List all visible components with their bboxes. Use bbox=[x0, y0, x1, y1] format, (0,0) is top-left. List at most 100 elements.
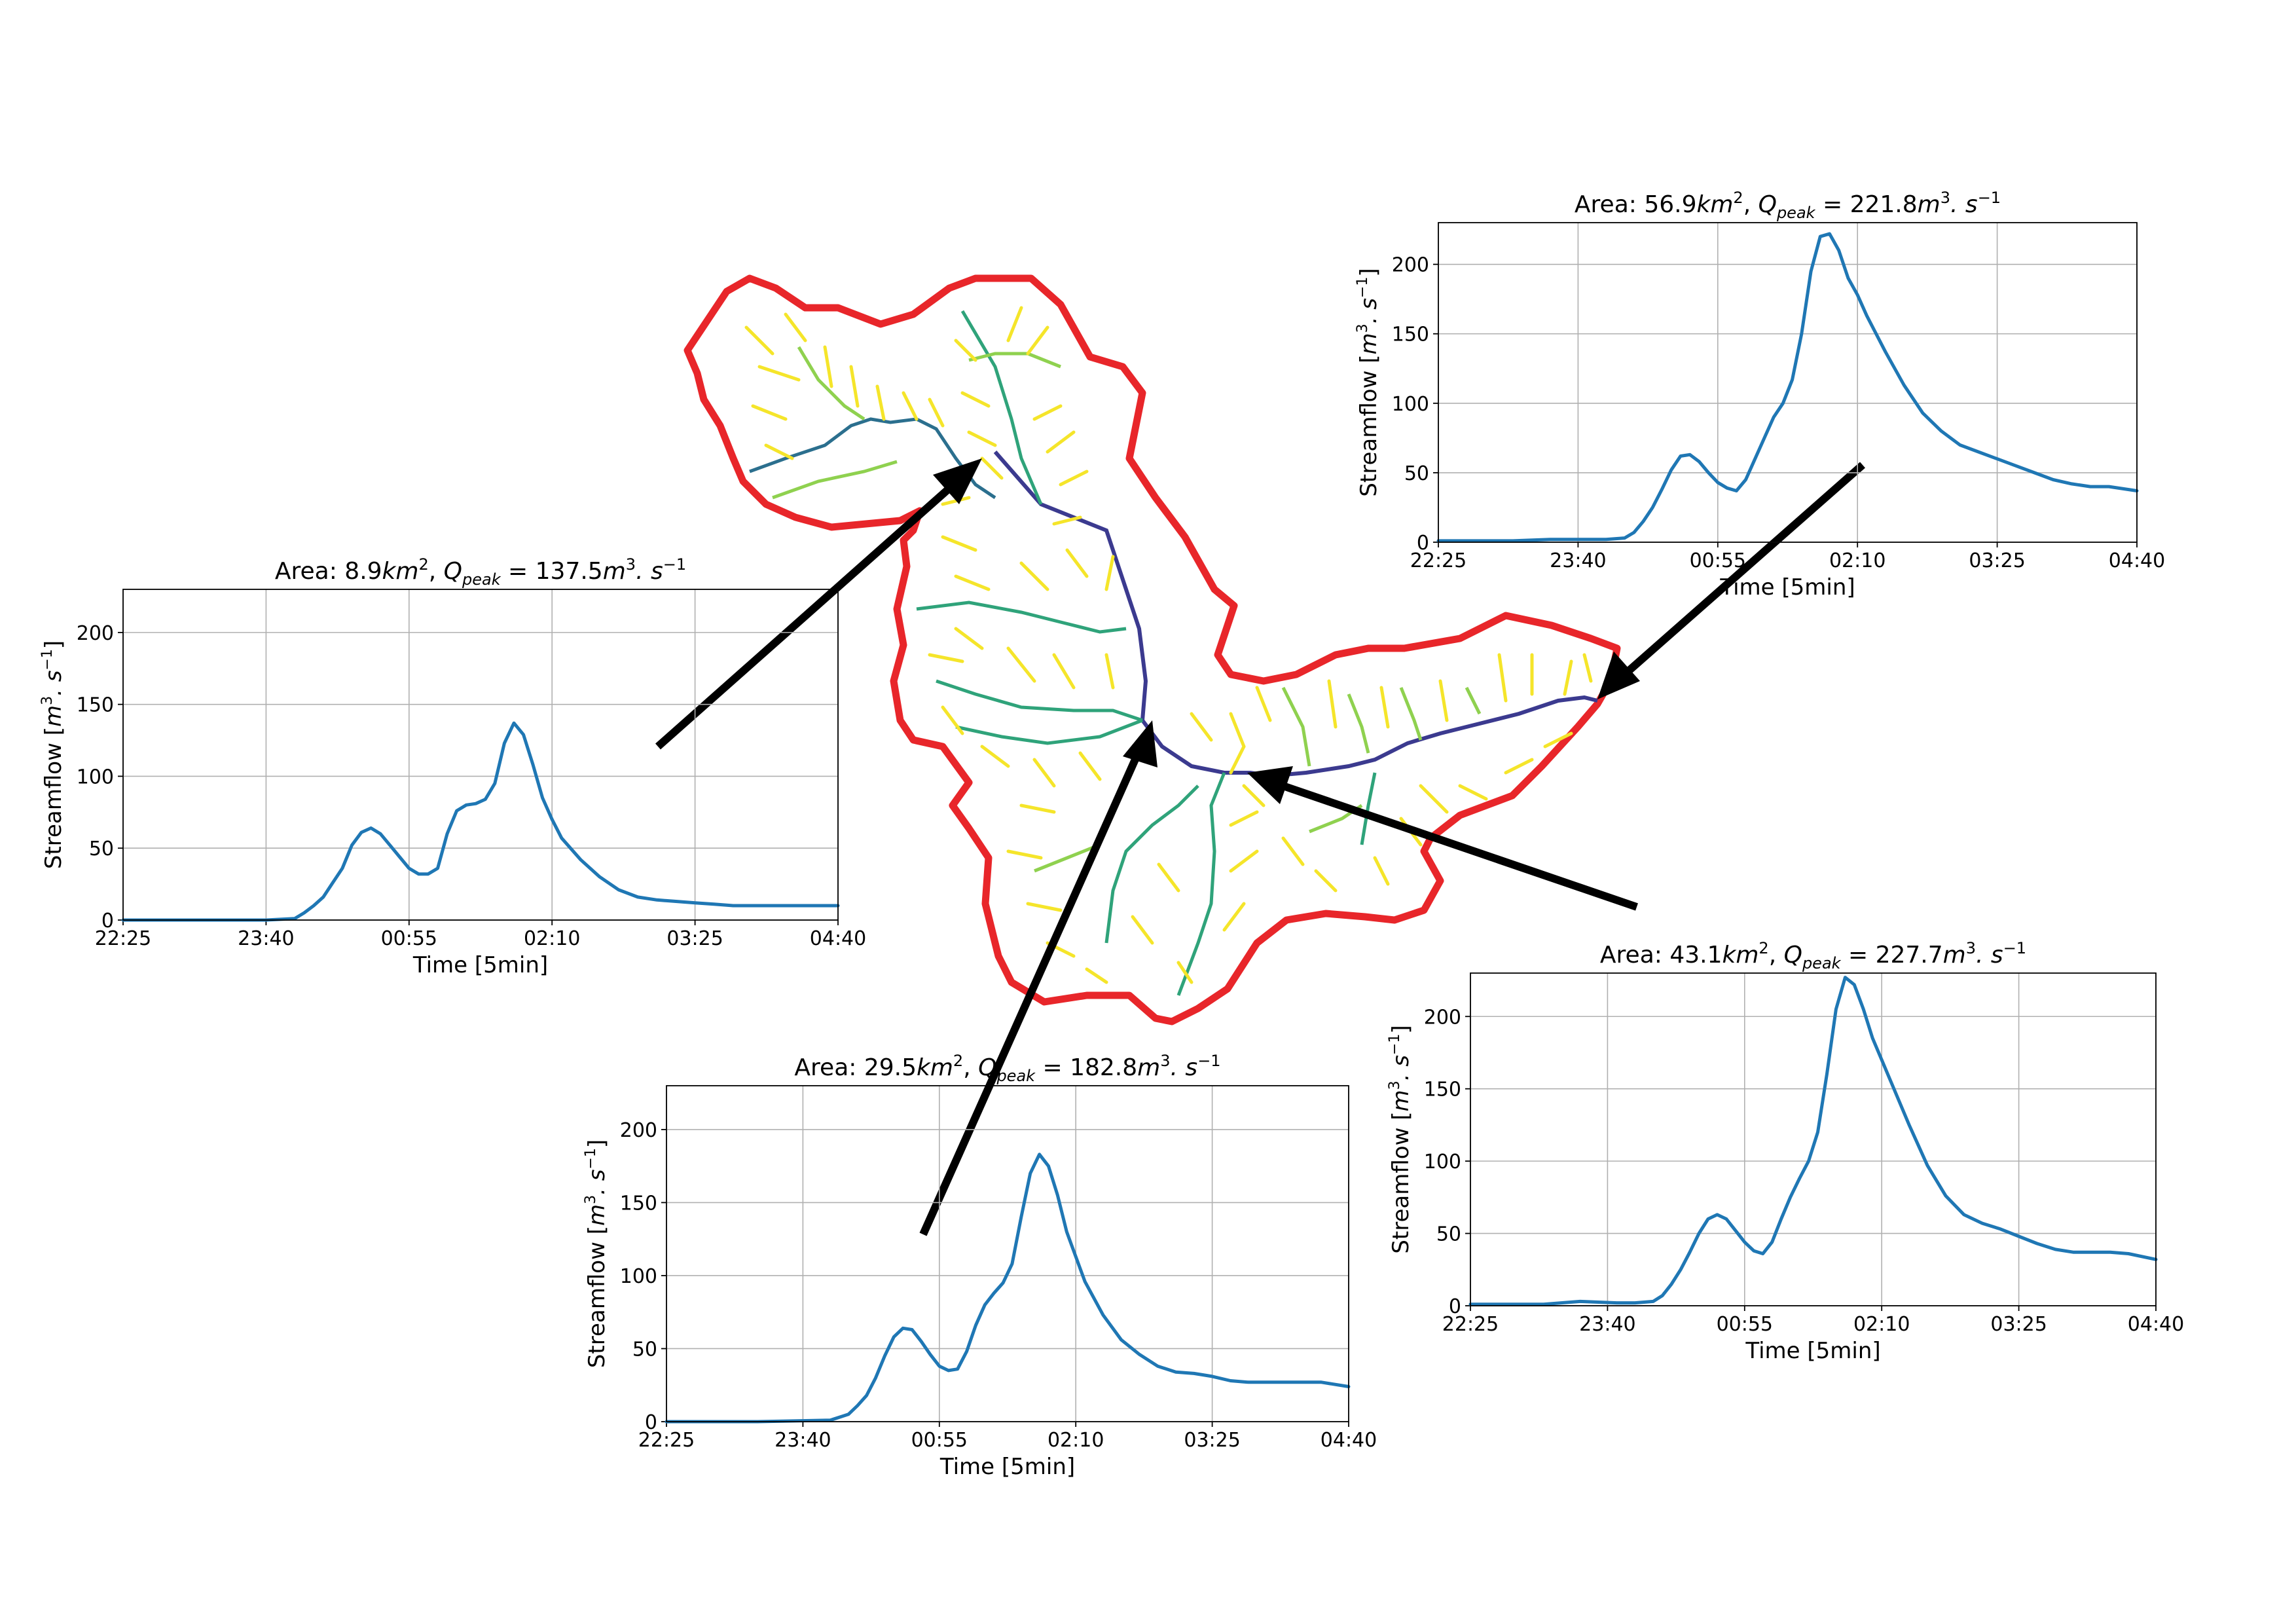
x-tick-label: 23:40 bbox=[774, 1429, 831, 1452]
y-tick-label: 200 bbox=[620, 1119, 657, 1142]
title-area-exp: 2 bbox=[1758, 939, 1768, 957]
title-sep: , bbox=[1769, 942, 1784, 969]
title-flow-unit: m bbox=[1943, 942, 1966, 969]
y-tick-label: 150 bbox=[1424, 1079, 1461, 1101]
title-area-exp: 2 bbox=[1733, 189, 1743, 207]
y-tick-label: 200 bbox=[1392, 254, 1429, 277]
stream-network bbox=[744, 306, 1598, 996]
y-tick-label: 150 bbox=[1392, 323, 1429, 346]
x-tick-label: 03:25 bbox=[1990, 1313, 2047, 1336]
chart-title: Area: 8.9km2, Qpeak = 137.5m3. s−1 bbox=[275, 555, 686, 589]
tributary bbox=[772, 460, 898, 500]
y-label-text: Streamflow [ bbox=[1356, 355, 1382, 497]
x-tick-label: 04:40 bbox=[810, 927, 866, 950]
arrow-to-subcatchment-43-1 bbox=[1247, 766, 1638, 911]
y-label-close: ] bbox=[1388, 1025, 1414, 1033]
streamflow-series-line bbox=[121, 721, 840, 922]
title-flow-unit: m bbox=[1918, 191, 1941, 218]
y-tick-label: 50 bbox=[1436, 1223, 1461, 1246]
y-tick-label: 0 bbox=[1449, 1295, 1461, 1318]
x-tick-label: 02:10 bbox=[524, 927, 580, 950]
y-axis-label: Streamflow [m3. s−1] bbox=[583, 1139, 610, 1368]
title-q-value: = 227.7 bbox=[1841, 942, 1943, 969]
y-axis-label: Streamflow [m3. s−1] bbox=[1387, 1025, 1414, 1253]
y-tick-label: 150 bbox=[77, 694, 114, 717]
x-tick-label: 23:40 bbox=[238, 927, 294, 950]
x-tick-label: 22:25 bbox=[1442, 1313, 1499, 1336]
title-flow-tail: . s bbox=[1171, 1054, 1198, 1081]
headwater-streams bbox=[744, 306, 1593, 984]
axes-frame bbox=[1438, 222, 2138, 543]
x-tick-label: 23:40 bbox=[1550, 549, 1606, 572]
y-label-exp: 3 bbox=[1355, 323, 1371, 333]
y-tick-label: 200 bbox=[1424, 1006, 1461, 1029]
y-label-tail: . s bbox=[41, 671, 67, 696]
y-tick-label: 100 bbox=[620, 1265, 657, 1288]
tributary bbox=[916, 600, 1127, 634]
title-q: Q bbox=[978, 1054, 996, 1081]
y-tick-label: 50 bbox=[1404, 462, 1429, 485]
chart-title: Area: 43.1km2, Qpeak = 227.7m3. s−1 bbox=[1600, 939, 2026, 972]
axes-frame bbox=[122, 589, 839, 921]
title-q-sub: peak bbox=[462, 570, 501, 589]
y-axis-label: Streamflow [m3. s−1] bbox=[1355, 268, 1382, 496]
hydrograph-area-56-9: 22:25 23:40 00:55 02:10 03:25 04:40 0 50 100 150 2… bbox=[1355, 189, 2165, 600]
title-q: Q bbox=[1784, 942, 1802, 969]
x-tick-label: 02:10 bbox=[1048, 1429, 1104, 1452]
title-q: Q bbox=[444, 558, 462, 585]
y-tick-label: 100 bbox=[1392, 393, 1429, 416]
y-label-unit: m bbox=[1388, 1090, 1414, 1111]
y-tick-label: 100 bbox=[77, 766, 114, 788]
title-area-exp: 2 bbox=[953, 1052, 963, 1070]
streamflow-series-line bbox=[1468, 976, 2158, 1306]
title-q-sub: peak bbox=[996, 1067, 1036, 1085]
y-tick-label: 50 bbox=[632, 1338, 657, 1361]
x-axis-label: Time [5min] bbox=[1719, 574, 1855, 600]
title-flow-tail-exp: −1 bbox=[1197, 1052, 1220, 1070]
x-tick-label: 02:10 bbox=[1853, 1313, 1910, 1336]
tributary bbox=[968, 352, 1061, 369]
title-flow-tail: . s bbox=[636, 558, 663, 585]
x-tick-label: 02:10 bbox=[1829, 549, 1886, 572]
tributary bbox=[797, 346, 866, 421]
tributary bbox=[1465, 686, 1482, 715]
y-label-unit: m bbox=[41, 705, 67, 727]
y-label-tail: . s bbox=[584, 1170, 610, 1195]
tributary bbox=[936, 679, 1143, 722]
y-label-exp: 3 bbox=[39, 696, 56, 705]
x-tick-label: 00:55 bbox=[381, 927, 437, 950]
y-label-text: Streamflow [ bbox=[584, 1226, 610, 1368]
hydrograph-area-43-1: 22:25 23:40 00:55 02:10 03:25 04:40 0 50 100 150 2… bbox=[1387, 939, 2184, 1364]
title-sep: , bbox=[1743, 191, 1758, 218]
y-tick-label: 150 bbox=[620, 1192, 657, 1215]
y-tick-label: 0 bbox=[101, 910, 114, 932]
tributary bbox=[960, 310, 1043, 505]
x-tick-label: 04:40 bbox=[2128, 1313, 2184, 1336]
tributary bbox=[955, 718, 1143, 745]
x-tick-label: 22:25 bbox=[638, 1429, 695, 1452]
streamflow-series-line bbox=[665, 1153, 1351, 1424]
x-tick-label: 23:40 bbox=[1579, 1313, 1635, 1336]
callout-arrows bbox=[655, 458, 1865, 1236]
arrow-to-subcatchment-56-9 bbox=[1597, 462, 1865, 699]
title-flow-tail-exp: −1 bbox=[663, 555, 686, 574]
title-area-exp: 2 bbox=[418, 555, 428, 574]
x-tick-label: 03:25 bbox=[666, 927, 723, 950]
title-q-sub: peak bbox=[1802, 954, 1842, 972]
y-label-tail: . s bbox=[1356, 298, 1382, 323]
y-label-tail-exp: −1 bbox=[1387, 1034, 1403, 1055]
y-tick-label: 100 bbox=[1424, 1151, 1461, 1173]
x-tick-label: 04:40 bbox=[1321, 1429, 1377, 1452]
tributary bbox=[1360, 772, 1377, 845]
arrow-to-subcatchment-8-9 bbox=[655, 458, 982, 750]
y-label-text: Streamflow [ bbox=[41, 727, 67, 869]
hydrograph-area-8-9: 22:25 23:40 00:55 02:10 03:25 04:40 0 50 100 150 2… bbox=[39, 555, 866, 978]
tributary bbox=[1176, 772, 1226, 996]
x-tick-label: 00:55 bbox=[1690, 549, 1746, 572]
title-flow-exp: 3 bbox=[1941, 189, 1950, 207]
x-tick-label: 04:40 bbox=[2109, 549, 2165, 572]
title-q: Q bbox=[1758, 191, 1777, 218]
title-flow-unit: m bbox=[603, 558, 626, 585]
y-label-tail-exp: −1 bbox=[583, 1148, 599, 1169]
x-tick-label: 03:25 bbox=[1184, 1429, 1240, 1452]
